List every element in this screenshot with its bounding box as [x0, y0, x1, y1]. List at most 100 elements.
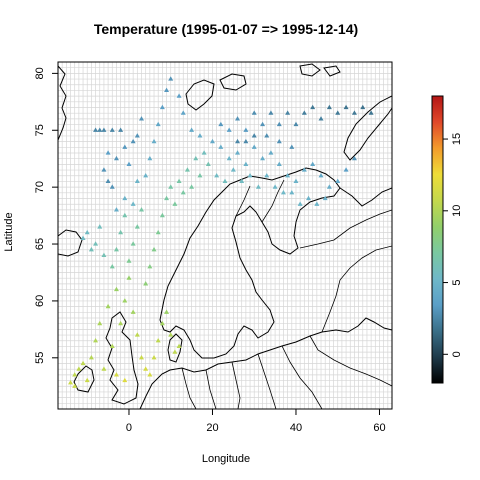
ireland-coast	[73, 365, 95, 393]
nordaustlandet-coast	[219, 73, 247, 91]
temperature-point	[134, 178, 140, 184]
temperature-point	[222, 178, 228, 184]
temperature-point	[176, 93, 182, 98]
temperature-point	[88, 246, 94, 252]
temperature-point	[306, 195, 311, 201]
temperature-point	[301, 110, 307, 115]
chart-title: Temperature (1995-01-07 => 1995-12-14)	[94, 21, 358, 37]
temperature-point	[264, 133, 270, 138]
temperature-point	[122, 377, 128, 383]
temperature-point	[226, 127, 232, 132]
temperature-point	[168, 76, 174, 81]
colorbar-gradient	[431, 95, 444, 384]
temperature-point	[118, 229, 124, 235]
temperature-point	[68, 380, 74, 385]
greenland-coast	[58, 65, 67, 141]
continent-coast	[139, 317, 392, 409]
temperature-point	[134, 133, 140, 138]
temperature-point	[197, 172, 203, 178]
temperature-point	[105, 178, 111, 184]
denmark-coast	[167, 333, 183, 363]
temperature-point	[301, 167, 307, 172]
temperature-point	[218, 144, 224, 149]
temperature-point	[93, 127, 99, 132]
temperature-point	[139, 355, 144, 360]
temperature-point	[151, 138, 157, 144]
coastline-layer	[58, 63, 392, 409]
temperature-point	[251, 133, 257, 138]
y-tick-label: 80	[34, 67, 46, 79]
temperature-point	[322, 195, 328, 201]
temperature-point	[264, 172, 270, 178]
temperature-point	[247, 172, 253, 178]
temperature-point	[118, 320, 124, 326]
colorbar-tick-label: 10	[451, 205, 463, 217]
temperature-point	[109, 127, 115, 132]
temperature-point	[164, 195, 170, 201]
temperature-point	[80, 235, 86, 240]
temperature-point	[93, 241, 99, 246]
temperature-point	[172, 349, 178, 354]
temperature-point	[239, 178, 245, 184]
temperature-point	[122, 298, 128, 303]
y-tick-label: 65	[34, 238, 46, 250]
temperature-points	[68, 76, 374, 388]
temperature-point	[93, 337, 99, 343]
temperature-point	[105, 150, 111, 155]
temperature-point	[122, 212, 128, 218]
colorbar-tick-label: 0	[451, 351, 463, 357]
temperature-point	[168, 332, 174, 337]
temperature-point	[113, 207, 119, 212]
temperature-point	[226, 155, 232, 161]
temperature-point	[159, 212, 165, 218]
y-tick-label: 55	[34, 352, 46, 364]
temperature-point	[113, 286, 119, 292]
temperature-point	[318, 172, 324, 178]
temperature-point	[109, 263, 115, 269]
temperature-point	[276, 161, 282, 166]
temperature-point	[143, 366, 149, 371]
temperature-point	[276, 121, 282, 127]
y-axis: 55 60 65 70 75 80	[34, 67, 58, 364]
temperature-point	[285, 172, 291, 178]
temperature-point	[147, 372, 153, 377]
temperature-point	[176, 343, 182, 349]
plot-frame	[57, 61, 393, 410]
colorbar-tick-label: 15	[451, 133, 463, 145]
temperature-point	[251, 110, 257, 115]
temperature-point	[113, 155, 119, 161]
temperature-point	[351, 110, 357, 115]
temperature-point	[130, 201, 136, 206]
temperature-point	[189, 184, 195, 189]
temperature-point	[260, 121, 266, 127]
temperature-point	[268, 110, 274, 115]
lat-lon-grid	[57, 61, 393, 410]
x-tick-label: 0	[126, 422, 132, 434]
temperature-point	[84, 229, 90, 235]
white-sea-coast	[339, 187, 392, 207]
temperature-point	[280, 190, 286, 195]
temperature-point	[209, 138, 215, 144]
colorbar-tick-label: 5	[451, 279, 463, 285]
temperature-point	[180, 110, 186, 115]
x-tick-label: 40	[290, 422, 302, 434]
franz-josef-land-coast	[299, 63, 341, 77]
temperature-point	[368, 110, 374, 115]
temperature-point	[76, 366, 82, 371]
temperature-point	[122, 144, 128, 149]
temperature-point	[193, 155, 199, 161]
svalbard-coast	[185, 79, 215, 111]
temperature-point	[230, 167, 236, 172]
temperature-point	[155, 229, 161, 235]
temperature-point	[326, 104, 332, 110]
temperature-point	[218, 121, 224, 127]
temperature-point	[276, 138, 282, 144]
temperature-point	[255, 184, 261, 189]
temperature-point	[293, 178, 299, 184]
temperature-point	[285, 110, 291, 115]
temperature-point	[343, 104, 349, 110]
temperature-point	[351, 155, 357, 161]
temperature-point	[101, 127, 107, 132]
temperature-point	[184, 167, 190, 172]
